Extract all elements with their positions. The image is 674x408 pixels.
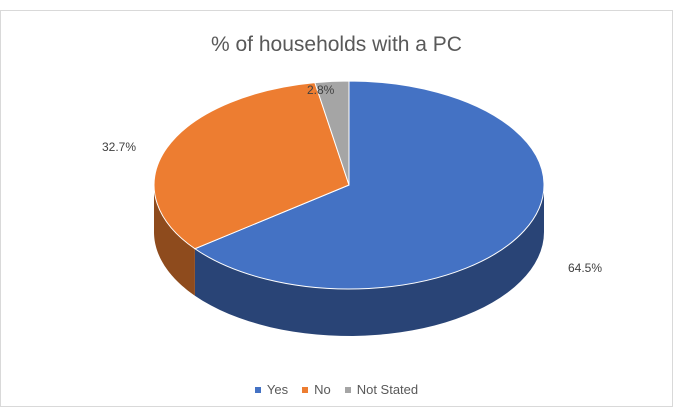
- pie-sides: [154, 185, 545, 336]
- pie-slice-yes: [193, 80, 545, 290]
- legend-swatch-yes: [254, 386, 261, 393]
- pie-side-yes: [194, 185, 545, 336]
- pie-slice-not-stated: [314, 80, 350, 186]
- pie-chart: [153, 80, 545, 336]
- pie-slice-no: [153, 82, 350, 250]
- chart-frame: % of households with a PC 64.5% 32.7% 2.…: [0, 10, 673, 407]
- legend-label-no: No: [314, 382, 331, 397]
- pie-top: [153, 80, 545, 290]
- legend-label-not-stated: Not Stated: [356, 382, 419, 397]
- legend-item-not-stated: Not Stated: [344, 382, 419, 397]
- legend-item-no: No: [302, 382, 331, 397]
- legend-swatch-no: [302, 386, 309, 393]
- pie-side-no: [154, 185, 195, 296]
- legend: Yes No Not Stated: [1, 382, 672, 397]
- data-label-yes: 64.5%: [568, 261, 603, 275]
- chart-title: % of households with a PC: [211, 33, 462, 56]
- data-label-not-stated: 2.8%: [307, 83, 335, 97]
- legend-swatch-not-stated: [344, 386, 351, 393]
- legend-item-yes: Yes: [254, 382, 289, 397]
- data-label-no: 32.7%: [102, 140, 137, 154]
- legend-label-yes: Yes: [266, 382, 289, 397]
